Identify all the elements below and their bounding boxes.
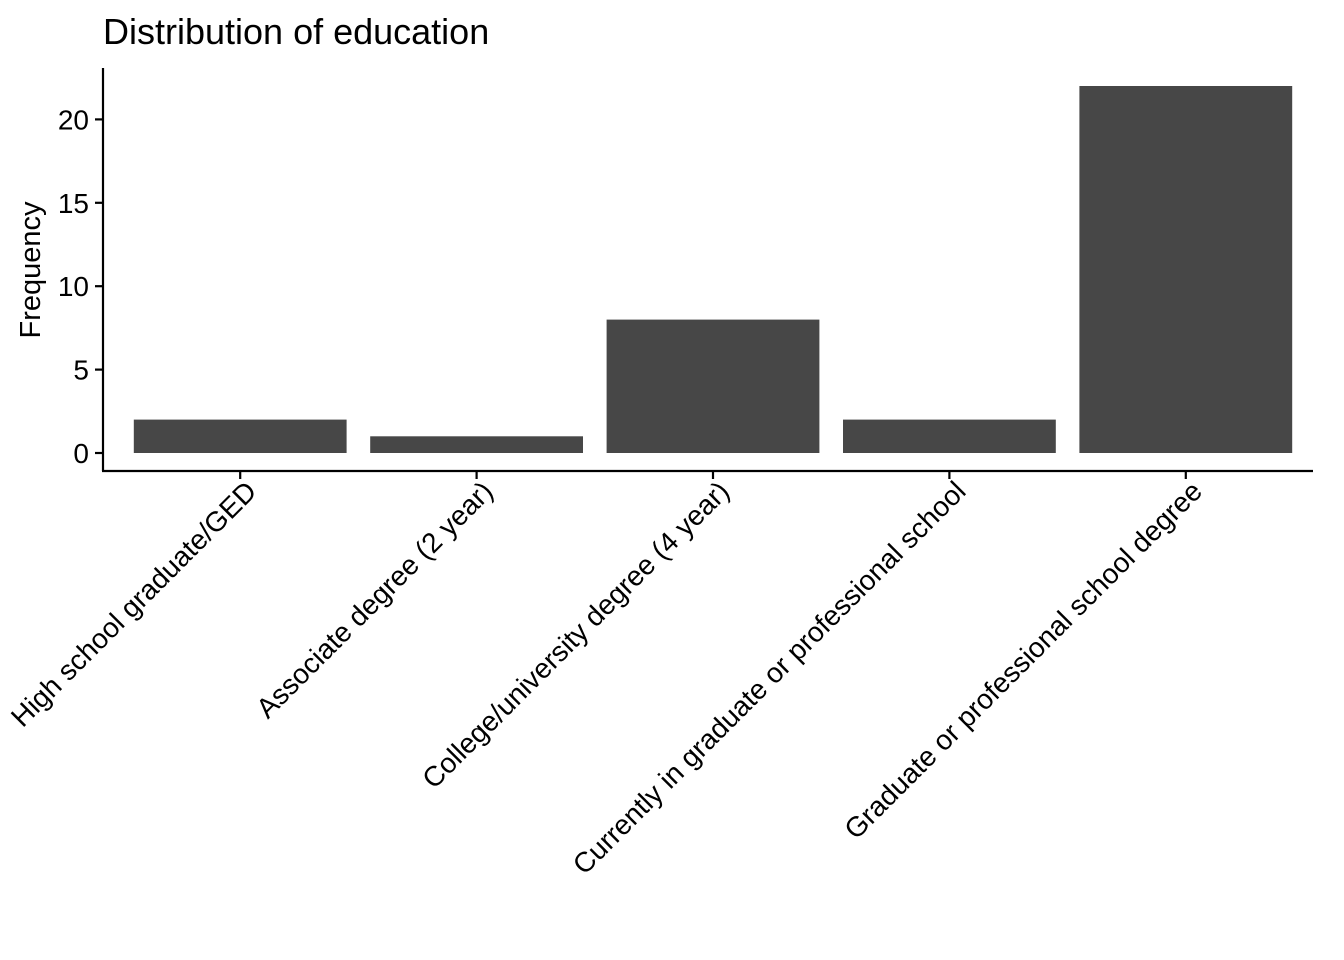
y-tick-label-4: 20 (58, 104, 89, 135)
y-tick-label-0: 0 (73, 438, 89, 469)
y-tick-label-1: 5 (73, 355, 89, 386)
bars-group (133, 86, 1293, 453)
x-tick-label-1: Associate degree (2 year) (250, 475, 499, 724)
bar-0 (133, 419, 347, 453)
bar-1 (370, 436, 583, 453)
bar-3 (843, 419, 1056, 453)
x-tick-label-0: High school graduate/GED (5, 475, 262, 732)
bar-2 (606, 319, 820, 453)
y-tick-label-3: 15 (58, 188, 89, 219)
y-axis-title: Frequency (15, 201, 47, 339)
chart-title: Distribution of education (103, 11, 489, 52)
bar-4 (1079, 86, 1293, 453)
y-axis-ticks: 0 5 10 15 20 (58, 104, 103, 469)
y-tick-label-2: 10 (58, 271, 89, 302)
x-tick-label-3: Currently in graduate or professional sc… (567, 475, 972, 880)
